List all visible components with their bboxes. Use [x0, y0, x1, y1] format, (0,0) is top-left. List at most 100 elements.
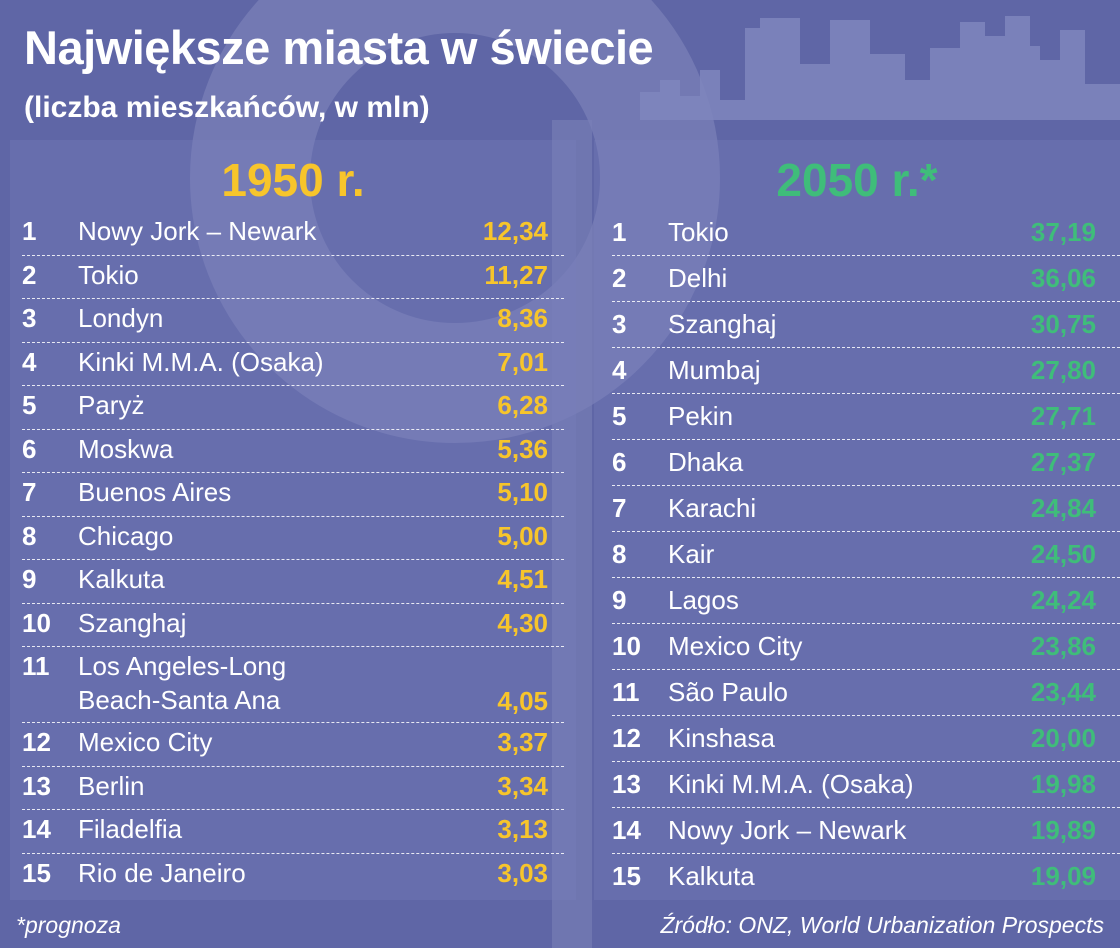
population-value: 8,36 — [497, 303, 548, 333]
rank-number: 1 — [22, 216, 37, 246]
rank-number: 14 — [612, 815, 641, 845]
rank-number: 9 — [612, 585, 627, 615]
population-value: 24,50 — [1030, 539, 1096, 569]
city-name: Filadelfia — [78, 814, 183, 844]
rank-number: 3 — [612, 309, 627, 339]
list-item: 9 Kalkuta 4,51 — [22, 560, 564, 604]
list-item: 11 São Paulo 23,44 — [612, 670, 1120, 716]
rank-number: 9 — [22, 564, 37, 594]
city-name: Berlin — [78, 770, 145, 801]
city-name: Karachi — [668, 493, 757, 523]
rank-number: 1 — [612, 217, 627, 247]
city-name: Tokio — [668, 217, 729, 247]
rank-number: 14 — [22, 814, 51, 844]
population-value: 23,86 — [1030, 631, 1096, 661]
population-value: 12,34 — [482, 216, 548, 246]
city-name: Lagos — [668, 585, 739, 615]
city-name: Mumbaj — [668, 355, 761, 385]
background-bar — [552, 120, 592, 948]
ranking-list-1950: 1 Nowy Jork – Newark 12,34 2 Tokio 11,27… — [22, 212, 564, 896]
population-value: 27,71 — [1030, 401, 1096, 431]
city-name: Kinki M.M.A. (Osaka) — [78, 346, 324, 377]
list-item: 15 Kalkuta 19,09 — [612, 854, 1120, 899]
population-value: 36,06 — [1030, 263, 1096, 293]
rank-number: 5 — [612, 401, 627, 431]
ranking-list-2050: 1 Tokio 37,19 2 Delhi 36,06 3 Szanghaj 3… — [612, 210, 1120, 899]
list-item: 11 Los Angeles-Long Beach-Santa Ana 4,05 — [22, 647, 564, 723]
rank-number: 12 — [22, 727, 51, 757]
population-value: 3,34 — [497, 770, 548, 801]
list-item: 5 Paryż 6,28 — [22, 386, 564, 430]
city-name: Chicago — [78, 520, 174, 551]
list-item: 6 Dhaka 27,37 — [612, 440, 1120, 486]
rank-number: 12 — [612, 723, 641, 753]
list-item: 14 Nowy Jork – Newark 19,89 — [612, 808, 1120, 854]
city-name: Londyn — [78, 303, 164, 333]
population-value: 23,44 — [1030, 677, 1096, 707]
rank-number: 8 — [612, 539, 627, 569]
list-item: 2 Tokio 11,27 — [22, 256, 564, 299]
rank-number: 11 — [612, 677, 640, 707]
year-heading-1950: 1950 r. — [221, 154, 365, 206]
year-heading-2050: 2050 r.* — [776, 154, 938, 206]
population-value: 3,37 — [497, 727, 548, 757]
population-value: 20,00 — [1030, 723, 1096, 753]
population-value: 19,89 — [1030, 815, 1096, 845]
rank-number: 6 — [22, 433, 37, 464]
list-item: 4 Mumbaj 27,80 — [612, 348, 1120, 394]
list-item: 12 Mexico City 3,37 — [22, 723, 564, 767]
rank-number: 13 — [22, 770, 51, 801]
skyline-silhouette — [640, 16, 1120, 120]
rank-number: 15 — [22, 857, 51, 888]
rank-number: 10 — [22, 607, 51, 638]
city-name: Rio de Janeiro — [78, 857, 246, 888]
list-item: 7 Buenos Aires 5,10 — [22, 473, 564, 517]
rank-number: 4 — [22, 346, 37, 377]
city-name: Szanghaj — [668, 309, 777, 339]
rank-number: 7 — [612, 493, 627, 523]
population-value: 5,36 — [497, 433, 548, 464]
rank-number: 10 — [612, 631, 641, 661]
population-value: 24,24 — [1030, 585, 1096, 615]
list-item: 5 Pekin 27,71 — [612, 394, 1120, 440]
list-item: 2 Delhi 36,06 — [612, 256, 1120, 302]
population-value: 3,03 — [497, 857, 548, 888]
city-name: Kair — [668, 539, 715, 569]
source-note: Źródło: ONZ, World Urbanization Prospect… — [660, 912, 1104, 938]
city-name: São Paulo — [668, 677, 788, 707]
city-name: Kalkuta — [668, 861, 755, 891]
population-value: 6,28 — [497, 390, 548, 420]
population-value: 30,75 — [1030, 309, 1096, 339]
population-value: 3,13 — [497, 814, 548, 844]
panel-2050 — [594, 140, 1120, 900]
population-value: 5,00 — [497, 520, 548, 551]
population-value: 27,80 — [1030, 355, 1096, 385]
footnote: *prognoza — [16, 912, 121, 938]
page-subtitle: (liczba mieszkańców, w mln) — [24, 91, 430, 124]
city-name: Kinki M.M.A. (Osaka) — [668, 769, 914, 799]
rank-number: 13 — [612, 769, 641, 799]
rank-number: 2 — [612, 263, 627, 293]
city-name: Los Angeles-Long Beach-Santa Ana — [78, 651, 287, 715]
page-title: Największe miasta w świecie — [24, 21, 654, 74]
rank-number: 11 — [22, 651, 50, 681]
population-value: 5,10 — [497, 477, 548, 507]
city-name: Tokio — [78, 259, 139, 290]
city-name: Buenos Aires — [78, 477, 232, 507]
city-name: Kalkuta — [78, 564, 165, 594]
list-item: 7 Karachi 24,84 — [612, 486, 1120, 532]
city-name: Mexico City — [668, 631, 803, 661]
rank-number: 7 — [22, 477, 37, 507]
population-value: 11,27 — [484, 259, 548, 290]
city-name: Dhaka — [668, 447, 744, 477]
list-item: 8 Kair 24,50 — [612, 532, 1120, 578]
population-value: 19,98 — [1030, 769, 1096, 799]
list-item: 10 Szanghaj 4,30 — [22, 604, 564, 647]
population-value: 4,51 — [497, 564, 548, 594]
city-name: Szanghaj — [78, 607, 187, 638]
list-item: 13 Berlin 3,34 — [22, 767, 564, 810]
city-name: Nowy Jork – Newark — [668, 815, 907, 845]
panel-1950 — [10, 140, 576, 900]
population-value: 37,19 — [1030, 217, 1096, 247]
